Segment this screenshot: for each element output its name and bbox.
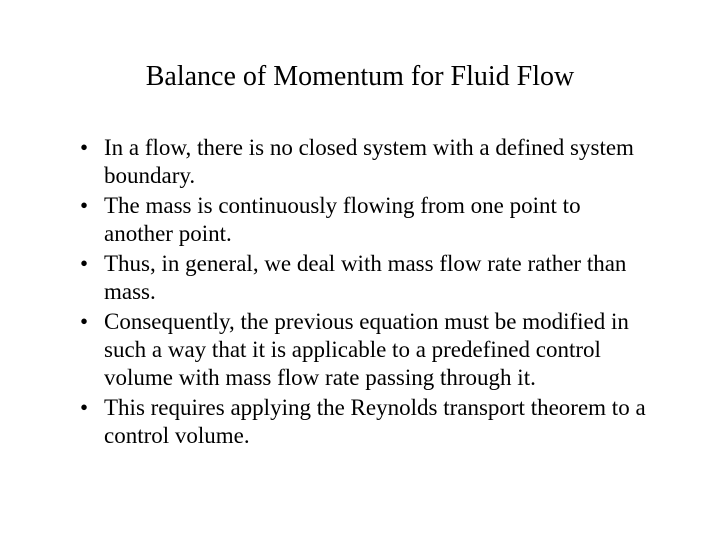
bullet-text: This requires applying the Reynolds tran… — [104, 395, 646, 448]
list-item: The mass is continuously flowing from on… — [80, 192, 655, 248]
bullet-list: In a flow, there is no closed system wit… — [55, 134, 665, 451]
bullet-text: Consequently, the previous equation must… — [104, 309, 629, 390]
bullet-text: In a flow, there is no closed system wit… — [104, 135, 634, 188]
list-item: Thus, in general, we deal with mass flow… — [80, 250, 655, 306]
list-item: In a flow, there is no closed system wit… — [80, 134, 655, 190]
bullet-text: Thus, in general, we deal with mass flow… — [104, 251, 626, 304]
slide-title: Balance of Momentum for Fluid Flow — [55, 60, 665, 94]
list-item: Consequently, the previous equation must… — [80, 308, 655, 392]
bullet-text: The mass is continuously flowing from on… — [104, 193, 581, 246]
slide: Balance of Momentum for Fluid Flow In a … — [0, 0, 720, 540]
list-item: This requires applying the Reynolds tran… — [80, 394, 655, 450]
